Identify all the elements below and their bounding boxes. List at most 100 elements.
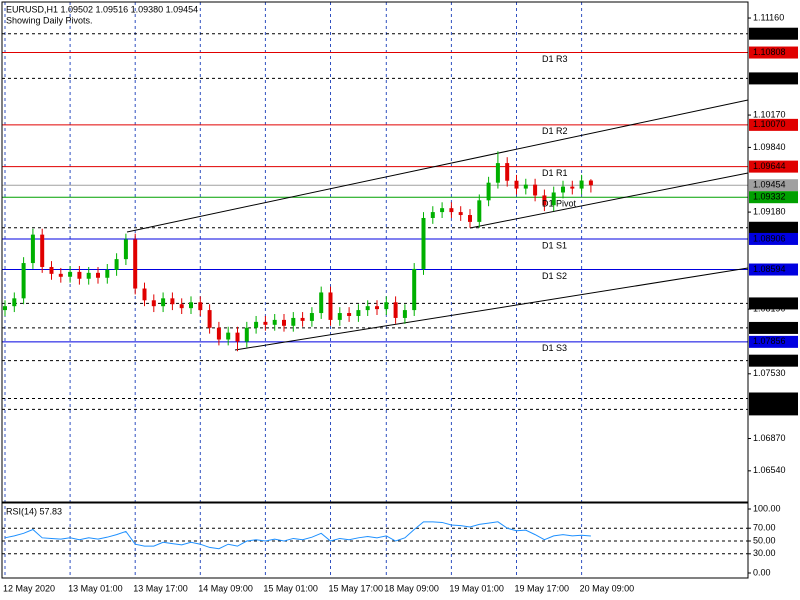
level-label: 1.07998 <box>753 322 786 332</box>
x-tick-label: 15 May 01:00 <box>263 583 318 593</box>
x-tick-label: 13 May 01:00 <box>68 583 123 593</box>
y-tick-label: 1.11160 <box>753 12 784 22</box>
level-box <box>749 335 798 348</box>
candle-body <box>449 208 454 213</box>
y-tick-label: 30.00 <box>753 548 776 558</box>
candle-body <box>170 298 175 305</box>
candle-body <box>198 302 203 311</box>
level-label: 1.10544 <box>753 73 786 83</box>
y-tick-label: 70.00 <box>753 523 776 533</box>
y-tick-label: 1.10170 <box>753 109 786 119</box>
candle-body <box>402 310 407 318</box>
y-tick-label: 50.00 <box>753 535 776 545</box>
level-box <box>749 263 798 276</box>
candle-body <box>189 302 193 309</box>
candle-body <box>133 239 138 289</box>
candle-body <box>21 263 26 299</box>
candle-body <box>542 195 547 206</box>
candle-body <box>328 292 333 320</box>
candle-body <box>393 302 398 318</box>
trend-line <box>234 267 749 351</box>
candle-body <box>300 317 305 321</box>
trend-line <box>126 99 749 233</box>
candle-body <box>105 269 110 278</box>
pivot-label: D1 S1 <box>542 240 567 250</box>
levels <box>2 33 748 555</box>
candle-body <box>551 192 556 206</box>
x-tick-label: 13 May 17:00 <box>133 583 188 593</box>
pivot-label: D1 Pivot <box>542 199 577 209</box>
level-label: 1.10808 <box>753 47 786 57</box>
level-box <box>749 321 798 334</box>
x-tick-label: 12 May 2020 <box>3 583 55 593</box>
x-tick-label: 15 May 17:00 <box>329 583 384 593</box>
candle-body <box>533 184 538 196</box>
level-box <box>749 160 798 173</box>
candle-body <box>421 217 426 269</box>
candle-body <box>570 186 575 189</box>
candle-body <box>151 300 156 307</box>
level-label: 1.09454 <box>753 180 786 190</box>
candle-body <box>309 313 314 321</box>
level-box <box>749 46 798 59</box>
candle-body <box>523 184 528 189</box>
level-box <box>749 297 798 310</box>
pivot-label: D1 S3 <box>542 343 567 353</box>
candle-body <box>96 272 100 278</box>
pivot-label: D1 R3 <box>542 54 568 64</box>
candle-body <box>588 180 593 186</box>
x-tick-label: 19 May 01:00 <box>449 583 504 593</box>
candle-body <box>430 212 435 218</box>
candle-body <box>282 319 286 326</box>
pivot-label: D1 R1 <box>542 168 568 178</box>
candle-body <box>365 306 370 311</box>
y-tick-label: 0.00 <box>753 567 771 577</box>
level-label: 1.09332 <box>753 192 786 202</box>
pivot-label: D1 S2 <box>542 271 567 281</box>
candle-body <box>58 273 63 277</box>
level-label: 1.10070 <box>753 119 786 129</box>
candle-body <box>3 306 7 311</box>
candle-body <box>77 271 82 279</box>
y-tick-label: 1.09840 <box>753 142 786 152</box>
candle-body <box>579 180 584 189</box>
level-label: 1.09020 <box>753 222 786 232</box>
candle-body <box>514 180 519 189</box>
candle-body <box>440 208 445 213</box>
x-tick-label: 19 May 17:00 <box>515 583 570 593</box>
level-box <box>749 392 798 405</box>
labels: 1.111601.101701.098401.091801.081901.075… <box>3 12 798 593</box>
level-box <box>749 221 798 234</box>
marks <box>3 151 593 550</box>
candle-body <box>161 298 166 307</box>
candle-body <box>375 306 379 310</box>
rsi-line <box>4 521 591 550</box>
candle-body <box>319 292 324 314</box>
candle-body <box>142 288 147 301</box>
level-label: 1.09644 <box>753 161 786 171</box>
y-tick-label: 1.09180 <box>753 206 786 216</box>
rsi-title: RSI(14) 57.83 <box>6 506 62 516</box>
candle-body <box>347 313 352 316</box>
level-box <box>749 72 798 85</box>
candle-body <box>291 317 296 326</box>
candle-body <box>561 186 565 193</box>
x-tick-label: 18 May 09:00 <box>384 583 439 593</box>
candle-body <box>356 310 361 316</box>
candle-body <box>12 298 17 307</box>
y-tick-label: 1.07530 <box>753 368 786 378</box>
x-tick-label: 14 May 09:00 <box>198 583 253 593</box>
candle-body <box>505 163 510 181</box>
level-label: 1.07856 <box>753 336 786 346</box>
chart-title: EURUSD,H1 1.09502 1.09516 1.09380 1.0945… <box>6 4 198 14</box>
level-box <box>749 118 798 131</box>
candle-body <box>254 321 259 328</box>
level-label: 1.11000 <box>753 28 785 38</box>
y-tick-label: 1.06540 <box>753 465 786 475</box>
level-label: 1.08906 <box>753 233 786 243</box>
rsi-frame <box>1 502 749 579</box>
candle-body <box>86 272 91 279</box>
